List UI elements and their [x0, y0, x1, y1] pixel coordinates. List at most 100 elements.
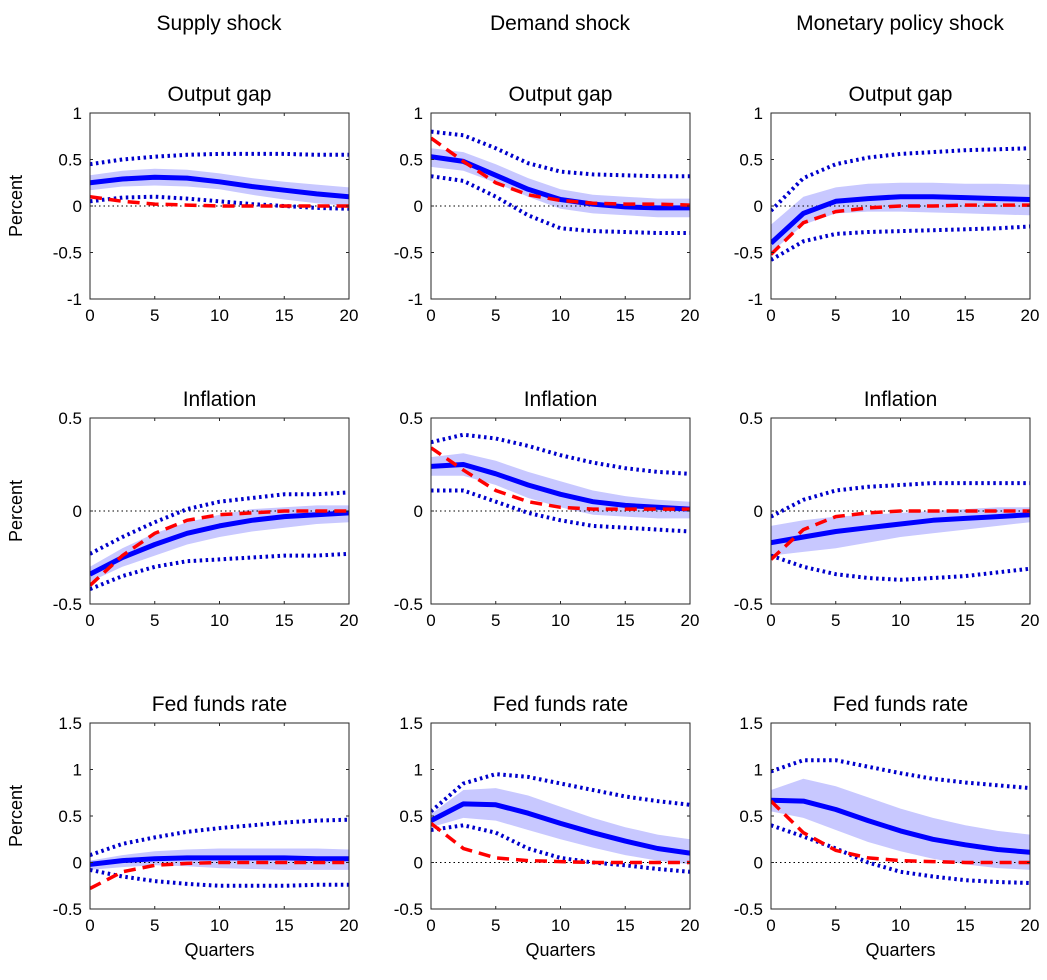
chart-1-median-line	[90, 174, 349, 200]
chart-7-ytick-label: 0.5	[58, 807, 82, 826]
chart-9-ytick-label: 0.5	[739, 807, 763, 826]
chart-3-ytick-label: 0.5	[739, 151, 763, 170]
chart-7-title: Fed funds rate	[152, 693, 287, 716]
chart-1-ytick-label: 1	[73, 104, 82, 123]
chart-4-xtick-label: 15	[275, 611, 294, 630]
chart-3-title: Output gap	[849, 83, 953, 106]
chart-5-title: Inflation	[524, 388, 598, 411]
column-title-monetary: Monetary policy shock	[796, 12, 1004, 35]
chart-6-xtick-label: 5	[831, 611, 840, 630]
chart-4-model-response-line	[90, 509, 349, 587]
chart-4-xtick-label: 0	[85, 611, 94, 630]
chart-2-ytick-label: -1	[408, 290, 423, 309]
chart-5-confidence-band	[431, 453, 690, 519]
chart-8-xlabel: Quarters	[525, 940, 595, 960]
chart-2-dotted-upper-line	[431, 129, 690, 179]
chart-3-ytick-label: 1	[754, 104, 763, 123]
chart-4-confidence-band	[90, 505, 349, 582]
chart-6-title: Inflation	[864, 388, 938, 411]
chart-1: 0 5 10 15 20 -1 -0.5 0 0.5 1 Output gap Percent	[6, 83, 358, 325]
chart-8-ytick-label: -0.5	[394, 900, 423, 919]
chart-3-ytick-label: 0	[754, 197, 763, 216]
chart-4-series	[90, 490, 349, 591]
chart-2-xtick-label: 5	[491, 306, 500, 325]
chart-1-model-response-line	[90, 194, 349, 208]
chart-7-xtick-label: 20	[340, 916, 359, 935]
chart-9-xtick-label: 0	[766, 916, 775, 935]
chart-6-ytick-label: 0.5	[739, 409, 763, 428]
chart-7-xtick-label: 0	[85, 916, 94, 935]
chart-8-title: Fed funds rate	[493, 693, 628, 716]
chart-4-xtick-label: 5	[150, 611, 159, 630]
chart-1-xtick-label: 20	[340, 306, 359, 325]
chart-2-xtick-label: 20	[681, 306, 700, 325]
chart-9-model-response-line	[771, 799, 1030, 865]
chart-3-series	[771, 146, 1030, 262]
chart-5-xtick-label: 10	[551, 611, 570, 630]
chart-7-dotted-lower-line	[90, 867, 349, 888]
chart-8-xtick-label: 20	[681, 916, 700, 935]
chart-8-median-line	[431, 801, 690, 856]
chart-2-ytick-label: 0.5	[399, 151, 423, 170]
chart-6-xtick-label: 15	[956, 611, 975, 630]
chart-4-ytick-label: 0	[73, 502, 82, 521]
chart-6-series	[771, 481, 1030, 582]
chart-8-xtick-label: 0	[426, 916, 435, 935]
chart-9-title: Fed funds rate	[833, 693, 968, 716]
chart-9-ytick-label: 1.5	[739, 714, 763, 733]
chart-7-ylabel: Percent	[6, 785, 26, 847]
chart-2-ytick-label: 1	[414, 104, 423, 123]
chart-7-median-line	[90, 855, 349, 867]
chart-2-title: Output gap	[509, 83, 613, 106]
chart-8-xtick-label: 5	[491, 916, 500, 935]
chart-6-dotted-lower-line	[771, 553, 1030, 582]
chart-8-dotted-lower-line	[431, 823, 690, 874]
chart-5-xtick-label: 20	[681, 611, 700, 630]
chart-8-model-response-line	[431, 822, 690, 865]
chart-9-median-line	[771, 797, 1030, 855]
chart-7-ytick-label: 0	[73, 854, 82, 873]
chart-9-ytick-label: 0	[754, 854, 763, 873]
chart-8-ytick-label: 1.5	[399, 714, 423, 733]
chart-7-ytick-label: 1	[73, 761, 82, 780]
chart-4-ytick-label: 0.5	[58, 409, 82, 428]
chart-5-xtick-label: 15	[616, 611, 635, 630]
chart-3-dotted-lower-line	[771, 224, 1030, 262]
chart-5-xtick-label: 5	[491, 611, 500, 630]
chart-7-model-response-line	[90, 860, 349, 891]
chart-7-xlabel: Quarters	[184, 940, 254, 960]
chart-9-ytick-label: 1	[754, 761, 763, 780]
chart-3-xtick-label: 10	[891, 306, 910, 325]
chart-9-xtick-label: 15	[956, 916, 975, 935]
chart-8-ytick-label: 0	[414, 854, 423, 873]
chart-1-ytick-label: -0.5	[53, 244, 82, 263]
chart-8-ytick-label: 0.5	[399, 807, 423, 826]
chart-6-xtick-label: 10	[891, 611, 910, 630]
chart-2-series	[431, 129, 690, 235]
chart-2-ytick-label: 0	[414, 197, 423, 216]
chart-5-ytick-label: 0.5	[399, 409, 423, 428]
chart-6-model-response-line	[771, 509, 1030, 561]
chart-8-xtick-label: 10	[551, 916, 570, 935]
chart-1-title: Output gap	[168, 83, 272, 106]
chart-1-xtick-label: 15	[275, 306, 294, 325]
chart-3-xtick-label: 5	[831, 306, 840, 325]
chart-7-xtick-label: 10	[210, 916, 229, 935]
chart-2-ytick-label: -0.5	[394, 244, 423, 263]
chart-3-ytick-label: -0.5	[734, 244, 763, 263]
chart-8-dotted-upper-line	[431, 772, 690, 813]
chart-4-xtick-label: 10	[210, 611, 229, 630]
chart-1-xtick-label: 10	[210, 306, 229, 325]
chart-3-ytick-label: -1	[748, 290, 763, 309]
chart-6-median-line	[771, 512, 1030, 546]
chart-1-dotted-upper-line	[90, 151, 349, 167]
column-title-supply: Supply shock	[157, 12, 282, 35]
chart-6-ytick-label: -0.5	[734, 595, 763, 614]
chart-1-xtick-label: 5	[150, 306, 159, 325]
chart-4-median-line	[90, 510, 349, 577]
chart-3-xtick-label: 15	[956, 306, 975, 325]
